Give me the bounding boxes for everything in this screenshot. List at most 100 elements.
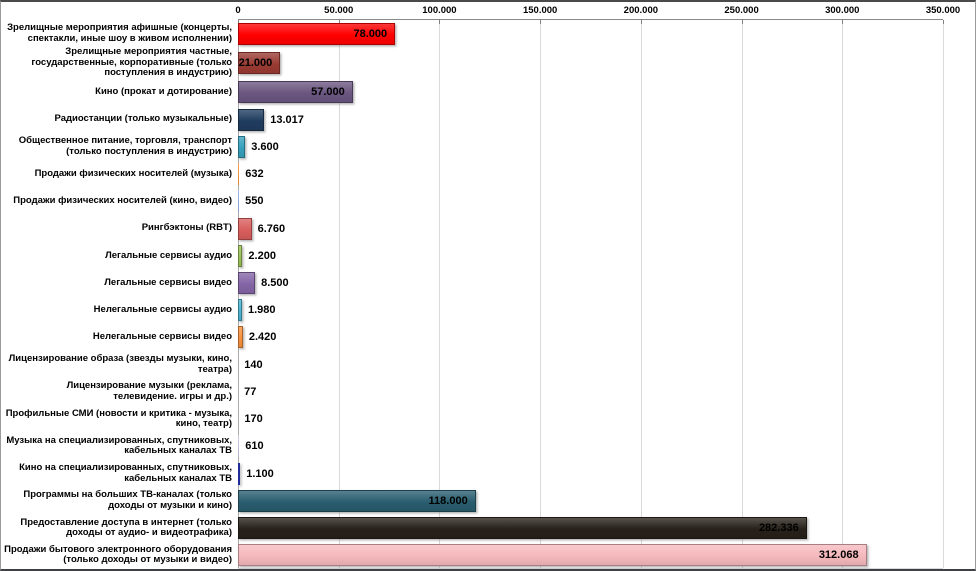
gridline bbox=[842, 20, 844, 568]
category-label: Радиостанции (только музыкальные) bbox=[54, 113, 232, 125]
row-plot: 610 bbox=[238, 433, 943, 460]
row-plot: 140 bbox=[238, 351, 943, 378]
bar-value-label: 170 bbox=[244, 413, 263, 426]
bar bbox=[238, 135, 246, 158]
chart-row: Лицензирование музыки (реклама, телевиде… bbox=[1, 378, 975, 405]
category-label: Программы на больших ТВ-каналах (только … bbox=[23, 489, 232, 511]
x-axis-tick-label: 150.000 bbox=[522, 5, 558, 16]
chart-row: Программы на больших ТВ-каналах (только … bbox=[1, 487, 975, 514]
plot-area: Зрелищные мероприятия афишные (концерты,… bbox=[1, 20, 975, 569]
row-plot: 13.017 bbox=[238, 106, 943, 133]
category-label: Рингбэктоны (RBT) bbox=[141, 222, 232, 234]
category-label: Лицензирование образа (звезды музыки, ки… bbox=[8, 353, 232, 375]
axis-tick-mark bbox=[338, 20, 340, 24]
chart-rows: Зрелищные мероприятия афишные (концерты,… bbox=[1, 20, 975, 569]
bar bbox=[238, 517, 807, 540]
chart-row: Радиостанции (только музыкальные) 13.017 bbox=[1, 106, 975, 133]
category-label: Музыка на специализированных, спутниковы… bbox=[6, 434, 232, 457]
grid-layer bbox=[238, 20, 944, 569]
bar bbox=[238, 435, 240, 458]
category-label: Предоставление доступа в интернет (тольк… bbox=[20, 516, 232, 539]
gridline bbox=[439, 20, 441, 568]
bar bbox=[238, 108, 265, 131]
chart-row: Легальные сервисы видео 8.500 bbox=[1, 269, 975, 296]
bar bbox=[238, 51, 281, 74]
bar bbox=[238, 217, 252, 240]
axis-tick-mark bbox=[741, 20, 743, 24]
bar-value-label: 57.000 bbox=[311, 86, 345, 99]
bar-value-label: 2.200 bbox=[248, 249, 276, 262]
bar bbox=[238, 544, 867, 567]
x-axis-tick-label: 350.000 bbox=[925, 5, 961, 16]
chart-row: Продажи бытового электронного оборудован… bbox=[1, 542, 975, 569]
row-plot: 2.200 bbox=[238, 242, 943, 269]
gridline bbox=[741, 20, 743, 568]
row-plot: 57.000 bbox=[238, 79, 943, 106]
chart-row: Нелегальные сервисы видео 2.420 bbox=[1, 324, 975, 351]
bar-value-label: 610 bbox=[245, 440, 264, 453]
chart-row: Лицензирование образа (звезды музыки, ки… bbox=[1, 351, 975, 378]
category-label: Продажи бытового электронного оборудован… bbox=[4, 543, 232, 566]
bar bbox=[238, 163, 240, 186]
bar-value-label: 1.980 bbox=[247, 304, 276, 317]
bar bbox=[238, 489, 476, 512]
row-plot: 21.000 bbox=[238, 47, 943, 79]
category-label: Нелегальные сервисы аудио bbox=[93, 303, 232, 315]
x-axis-tick-label: 300.000 bbox=[825, 5, 860, 16]
row-plot: 78.000 bbox=[238, 20, 943, 47]
chart-row: Предоставление доступа в интернет (тольк… bbox=[1, 514, 975, 541]
bar-value-label: 140 bbox=[244, 358, 263, 371]
category-label: Продажи физических носителей (музыка) bbox=[34, 167, 232, 179]
row-plot: 8.500 bbox=[238, 269, 943, 296]
x-axis-tick-label: 200.000 bbox=[623, 5, 659, 16]
zero-axis-line bbox=[238, 20, 239, 568]
row-plot: 1.980 bbox=[238, 297, 943, 324]
category-label: Зрелищные мероприятия афишные (концерты,… bbox=[7, 22, 232, 44]
row-plot: 312.068 bbox=[238, 542, 943, 569]
row-plot: 6.760 bbox=[238, 215, 943, 242]
axis-tick-mark bbox=[540, 20, 542, 24]
row-plot: 170 bbox=[238, 406, 943, 433]
chart-row: Продажи физических носителей (кино, виде… bbox=[1, 188, 975, 215]
gridline bbox=[943, 20, 944, 568]
category-label: Легальные сервисы видео bbox=[104, 276, 232, 288]
row-plot: 282.336 bbox=[238, 514, 943, 541]
bar-value-label: 13.017 bbox=[270, 113, 304, 126]
bar bbox=[238, 299, 242, 322]
category-label: Кино на специализированных, спутниковых,… bbox=[19, 462, 232, 484]
bar-value-label: 77 bbox=[244, 385, 257, 398]
category-label: Нелегальные сервисы видео bbox=[92, 331, 232, 343]
row-plot: 550 bbox=[238, 188, 943, 215]
bar-value-label: 21.000 bbox=[238, 56, 273, 69]
bar-value-label: 3.600 bbox=[251, 140, 279, 153]
bar bbox=[238, 190, 240, 213]
category-label: Легальные сервисы аудио bbox=[105, 249, 232, 261]
bar bbox=[238, 271, 256, 294]
axis-tick-mark bbox=[439, 20, 441, 24]
bar-value-label: 8.500 bbox=[261, 276, 289, 289]
bar bbox=[238, 81, 353, 104]
x-axis-tick-label: 50.000 bbox=[324, 5, 354, 16]
chart-row: Нелегальные сервисы аудио 1.980 bbox=[1, 297, 975, 324]
gridline bbox=[640, 20, 642, 568]
bar-value-label: 6.760 bbox=[257, 222, 286, 235]
category-label: Лицензирование музыки (реклама, телевиде… bbox=[66, 380, 232, 402]
chart-row: Профильные СМИ (новости и критика - музы… bbox=[1, 406, 975, 433]
chart-row: Музыка на специализированных, спутниковы… bbox=[1, 433, 975, 460]
row-plot: 77 bbox=[238, 378, 943, 405]
bar-value-label: 312.068 bbox=[818, 549, 859, 562]
row-plot: 2.420 bbox=[238, 324, 943, 351]
category-label: Кино (прокат и дотирование) bbox=[95, 86, 232, 98]
bar-value-label: 78.000 bbox=[353, 27, 388, 40]
x-axis-tick-label: 0 bbox=[235, 5, 241, 16]
chart-row: Общественное питание, торговля, транспор… bbox=[1, 133, 975, 160]
row-plot: 1.100 bbox=[238, 460, 943, 487]
axis-tick-mark bbox=[238, 20, 239, 24]
x-axis-tick-label: 250.000 bbox=[724, 5, 759, 16]
row-plot: 3.600 bbox=[238, 133, 943, 160]
axis-tick-mark bbox=[943, 20, 944, 24]
x-axis-tick-label: 100.000 bbox=[422, 5, 457, 16]
bar-value-label: 118.000 bbox=[428, 494, 468, 507]
axis-tick-mark bbox=[640, 20, 642, 24]
chart-row: Кино на специализированных, спутниковых,… bbox=[1, 460, 975, 487]
